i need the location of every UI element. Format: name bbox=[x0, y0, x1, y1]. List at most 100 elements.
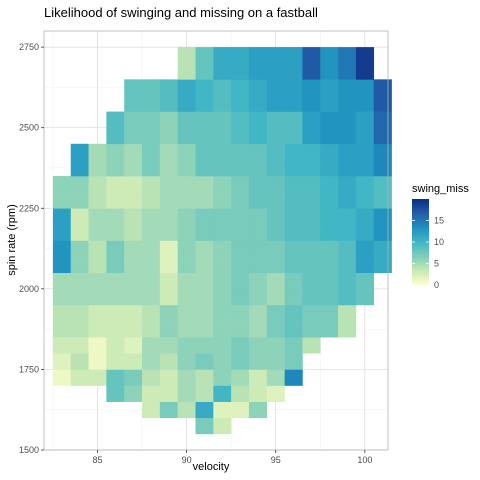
heatmap-cell bbox=[231, 79, 250, 96]
heatmap-cell bbox=[266, 111, 285, 128]
heatmap-cell bbox=[177, 192, 196, 209]
y-tick-label: 1750 bbox=[19, 364, 39, 374]
heatmap-cell bbox=[248, 401, 268, 419]
y-tick-label: 2750 bbox=[19, 42, 39, 52]
heatmap-cell bbox=[373, 159, 392, 177]
heatmap-cell bbox=[124, 337, 143, 354]
heatmap-cell bbox=[338, 272, 357, 290]
heatmap-cell bbox=[248, 385, 268, 402]
heatmap-cell bbox=[159, 353, 178, 370]
heatmap-cell bbox=[106, 288, 125, 306]
heatmap-cell bbox=[355, 79, 375, 96]
heatmap-cell bbox=[231, 288, 250, 306]
heatmap-cell bbox=[177, 321, 196, 338]
heatmap-cell bbox=[159, 79, 178, 96]
heatmap-cell bbox=[52, 240, 72, 257]
heatmap-cell bbox=[373, 208, 392, 225]
heatmap-cell bbox=[195, 127, 214, 145]
heatmap-cell bbox=[177, 79, 196, 96]
heatmap-cell bbox=[159, 159, 178, 177]
heatmap-cell bbox=[320, 224, 339, 241]
heatmap-cell bbox=[124, 304, 143, 322]
heatmap-cell bbox=[124, 224, 143, 241]
heatmap-cell bbox=[213, 353, 232, 370]
heatmap-cell bbox=[266, 337, 285, 354]
heatmap-cell bbox=[338, 256, 357, 274]
heatmap-cell bbox=[284, 143, 303, 161]
heatmap-cell bbox=[177, 353, 196, 370]
heatmap-cell bbox=[195, 192, 214, 209]
heatmap-cell bbox=[320, 208, 339, 225]
y-tick-label: 2000 bbox=[19, 284, 39, 294]
heatmap-cell bbox=[159, 192, 178, 209]
heatmap-cell bbox=[106, 176, 125, 193]
heatmap-cell bbox=[338, 240, 357, 257]
heatmap-cell bbox=[266, 369, 285, 386]
heatmap-cell bbox=[88, 353, 107, 370]
heatmap-cell bbox=[195, 288, 214, 306]
heatmap-cell bbox=[177, 288, 196, 306]
heatmap-cell bbox=[355, 240, 375, 257]
heatmap-cell bbox=[231, 304, 250, 322]
heatmap-cell bbox=[213, 111, 232, 128]
heatmap-cell bbox=[231, 143, 250, 161]
heatmap-cell bbox=[159, 224, 178, 241]
heatmap-cell bbox=[142, 176, 161, 193]
heatmap-cell bbox=[355, 208, 375, 225]
heatmap-cell bbox=[88, 288, 107, 306]
heatmap-cell bbox=[106, 385, 125, 402]
heatmap-cell bbox=[266, 63, 285, 80]
heatmap-cell bbox=[124, 176, 143, 193]
heatmap-cell bbox=[213, 288, 232, 306]
heatmap-cell bbox=[213, 127, 232, 145]
heatmap-cell bbox=[142, 208, 161, 225]
heatmap-cell bbox=[106, 353, 125, 370]
heatmap-cell bbox=[284, 256, 303, 274]
heatmap-cell bbox=[88, 256, 107, 274]
heatmap-cell bbox=[266, 79, 285, 96]
chart-title: Likelihood of swinging and missing on a … bbox=[44, 5, 318, 20]
heatmap-cell bbox=[52, 224, 72, 241]
heatmap-cell bbox=[88, 192, 107, 209]
heatmap-cell bbox=[213, 401, 232, 419]
heatmap-cell bbox=[302, 63, 321, 80]
heatmap-cell bbox=[284, 192, 303, 209]
heatmap-cell bbox=[266, 240, 285, 257]
heatmap-cell bbox=[88, 321, 107, 338]
heatmap-cell bbox=[106, 321, 125, 338]
heatmap-cell bbox=[195, 321, 214, 338]
heatmap-cell bbox=[213, 95, 232, 112]
heatmap-cell bbox=[177, 224, 196, 241]
heatmap-cell bbox=[355, 143, 375, 161]
heatmap-cell bbox=[248, 369, 268, 386]
heatmap-cell bbox=[70, 337, 89, 354]
heatmap-cell bbox=[231, 369, 250, 386]
heatmap-cell bbox=[302, 95, 321, 112]
heatmap-cell bbox=[284, 79, 303, 96]
y-tick-label: 2250 bbox=[19, 203, 39, 213]
heatmap-cell bbox=[302, 208, 321, 225]
heatmap-cell bbox=[355, 127, 375, 145]
heatmap-cell bbox=[88, 304, 107, 322]
heatmap-cell bbox=[338, 79, 357, 96]
heatmap-cell bbox=[338, 63, 357, 80]
heatmap-cell bbox=[124, 240, 143, 257]
heatmap-cell bbox=[266, 304, 285, 322]
heatmap-cell bbox=[248, 192, 268, 209]
heatmap-cell bbox=[213, 304, 232, 322]
heatmap-cell bbox=[195, 159, 214, 177]
heatmap-cell bbox=[266, 288, 285, 306]
x-axis-ticks: 85 90 95 100 bbox=[92, 450, 372, 465]
heatmap-cell bbox=[106, 192, 125, 209]
heatmap-cell bbox=[159, 256, 178, 274]
heatmap-cell bbox=[231, 208, 250, 225]
heatmap-cells bbox=[52, 47, 392, 435]
heatmap-cell bbox=[302, 143, 321, 161]
heatmap-cell bbox=[248, 208, 268, 225]
heatmap-cell bbox=[195, 143, 214, 161]
heatmap-cell bbox=[177, 385, 196, 402]
heatmap-cell bbox=[213, 417, 232, 435]
heatmap-cell bbox=[266, 256, 285, 274]
heatmap-cell bbox=[52, 321, 72, 338]
